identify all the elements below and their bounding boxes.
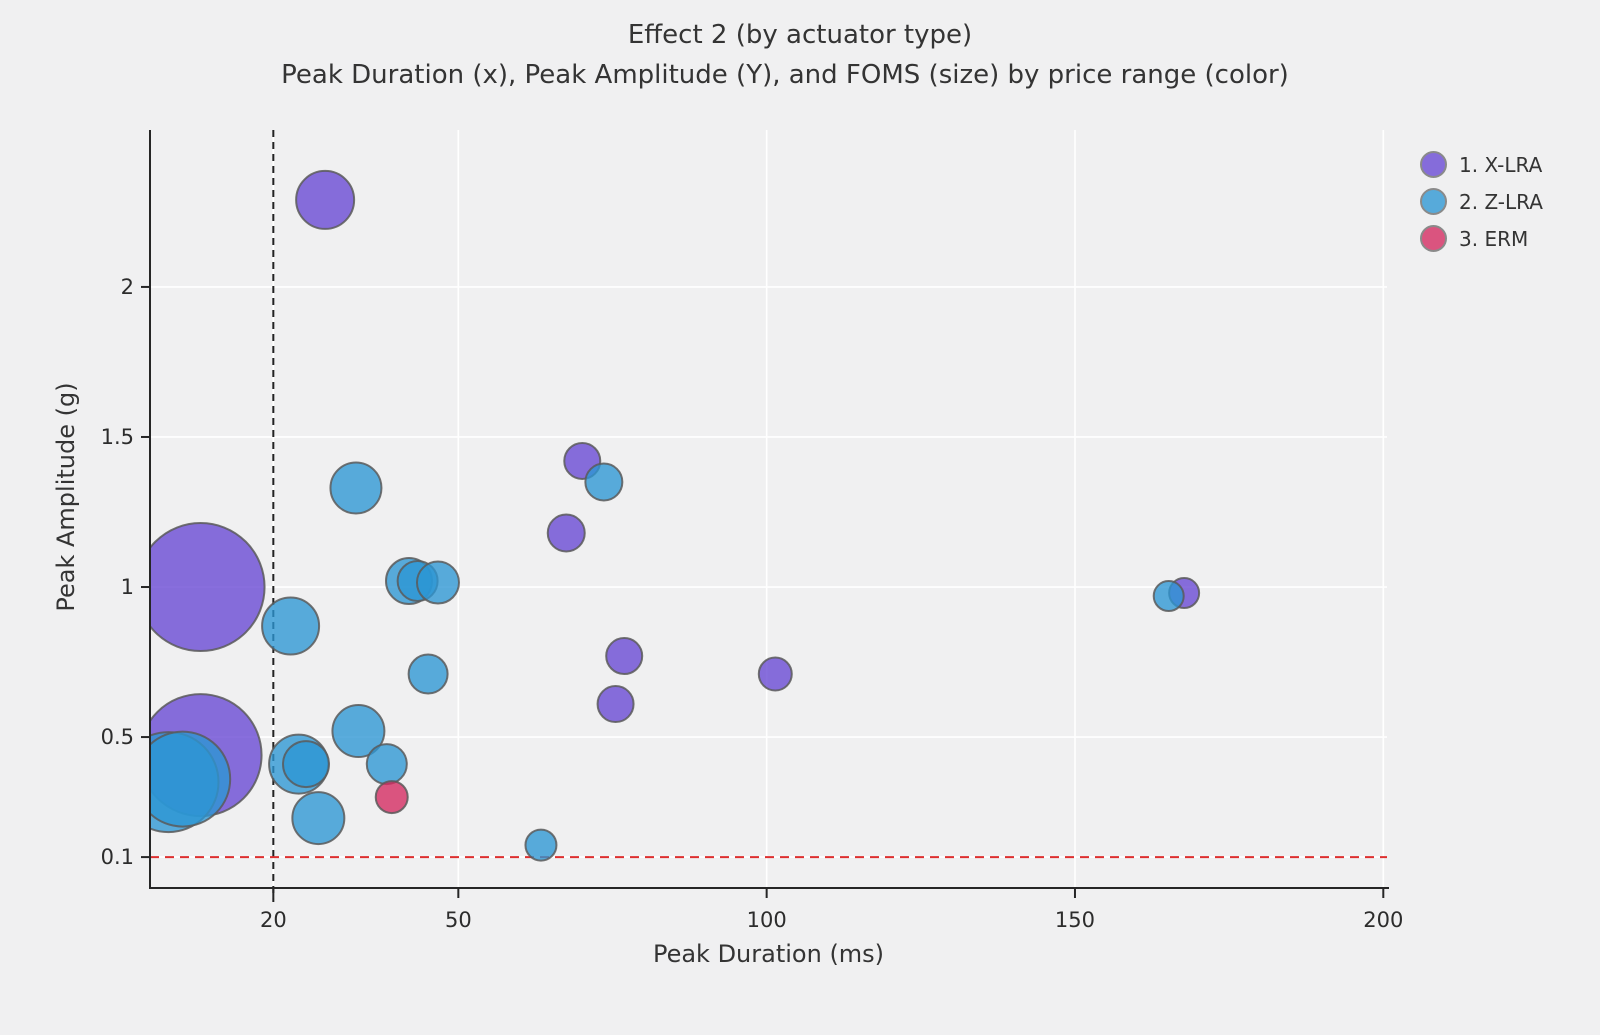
legend-swatch-icon	[1420, 188, 1447, 215]
y-tick-label: 1.5	[101, 425, 134, 449]
y-axis-label-text: Peak Amplitude (g)	[52, 382, 80, 612]
bubble-erm	[374, 780, 409, 815]
x-tick-label: 200	[1363, 908, 1403, 932]
y-tick-label: 1	[121, 575, 134, 599]
bubble-zlra	[365, 743, 408, 786]
chart-title: Effect 2 (by actuator type)	[627, 20, 973, 50]
bubble-xlra	[605, 637, 644, 676]
y-tick-label: 2	[121, 275, 134, 299]
legend-label: 3. ERM	[1459, 226, 1529, 251]
x-tick-label: 50	[445, 908, 472, 932]
legend-item: 3. ERM	[1420, 220, 1543, 257]
bubble-zlra	[524, 828, 558, 862]
bubble-zlra	[329, 461, 383, 515]
y-tick-label: 0.1	[101, 845, 134, 869]
bubble-zlra	[291, 791, 346, 846]
legend-swatch-icon	[1420, 151, 1447, 178]
legend-label: 2. Z-LRA	[1459, 189, 1543, 214]
legend-swatch-icon	[1420, 225, 1447, 252]
bubble-zlra	[584, 462, 624, 502]
bubble-xlra	[546, 513, 586, 553]
bubble-xlra	[151, 522, 266, 653]
bubble-zlra	[415, 560, 460, 605]
legend-item: 1. X-LRA	[1420, 146, 1543, 183]
x-tick-label: 150	[1055, 908, 1095, 932]
bubble-zlra	[151, 730, 232, 828]
bubble-xlra	[596, 685, 635, 724]
x-tick-label: 20	[260, 908, 287, 932]
bubble-zlra	[407, 653, 449, 695]
legend-item: 2. Z-LRA	[1420, 183, 1543, 220]
legend-label: 1. X-LRA	[1459, 152, 1543, 177]
bubble-xlra	[295, 169, 356, 230]
bubble-xlra	[757, 656, 793, 692]
x-axis-label: Peak Duration (ms)	[652, 940, 885, 968]
bubble-zlra	[282, 740, 331, 789]
legend: 1. X-LRA 2. Z-LRA 3. ERM	[1420, 146, 1543, 257]
x-tick-label: 100	[747, 908, 787, 932]
chart-subtitle: Peak Duration (x), Peak Amplitude (Y), a…	[281, 60, 1289, 90]
bubble-zlra	[331, 704, 386, 759]
bubble-zlra	[261, 596, 321, 656]
y-tick-label: 0.5	[101, 725, 134, 749]
bubble-zlra	[1152, 580, 1185, 613]
bubbles-layer	[151, 169, 1201, 862]
